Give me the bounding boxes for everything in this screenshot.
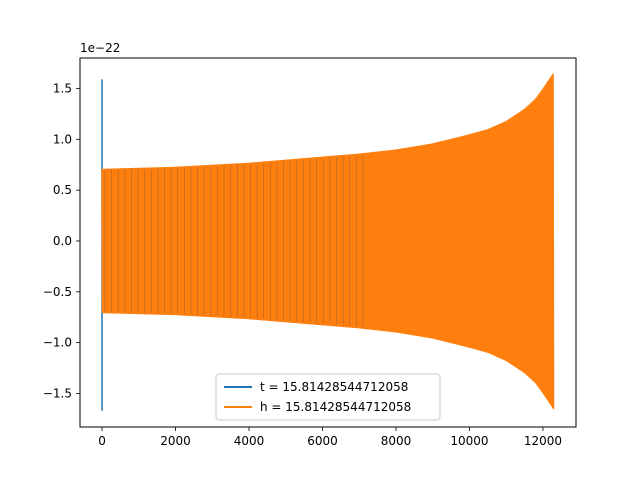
legend-label: h = 15.81428544712058 xyxy=(260,400,411,414)
legend: t = 15.81428544712058 h = 15.814285447120… xyxy=(215,373,441,421)
x-tick-label: 2000 xyxy=(160,434,191,448)
y-axis: −1.5 −1.0 −0.5 0.0 0.5 1.0 1.5 xyxy=(43,81,80,400)
x-tick-label: 10000 xyxy=(450,434,488,448)
y-tick-label: −1.0 xyxy=(43,336,72,350)
y-tick-label: 0.5 xyxy=(53,183,72,197)
x-tick-label: 8000 xyxy=(381,434,412,448)
x-axis: 0 2000 4000 6000 8000 10000 12000 xyxy=(98,427,562,448)
y-tick-label: 1.0 xyxy=(53,132,72,146)
x-tick-label: 0 xyxy=(98,434,106,448)
x-tick-label: 4000 xyxy=(234,434,265,448)
x-tick-label: 6000 xyxy=(307,434,338,448)
plot-area xyxy=(101,73,555,411)
x-tick-label: 12000 xyxy=(524,434,562,448)
y-tick-label: 1.5 xyxy=(53,81,72,95)
y-axis-offset-text: 1e−22 xyxy=(80,41,120,55)
y-tick-label: 0.0 xyxy=(53,234,72,248)
series-line-h xyxy=(101,73,555,410)
axes-frame xyxy=(79,57,577,428)
legend-box xyxy=(215,373,441,421)
y-tick-label: −1.5 xyxy=(43,386,72,400)
legend-label: t = 15.81428544712058 xyxy=(260,380,408,394)
y-tick-label: −0.5 xyxy=(43,285,72,299)
